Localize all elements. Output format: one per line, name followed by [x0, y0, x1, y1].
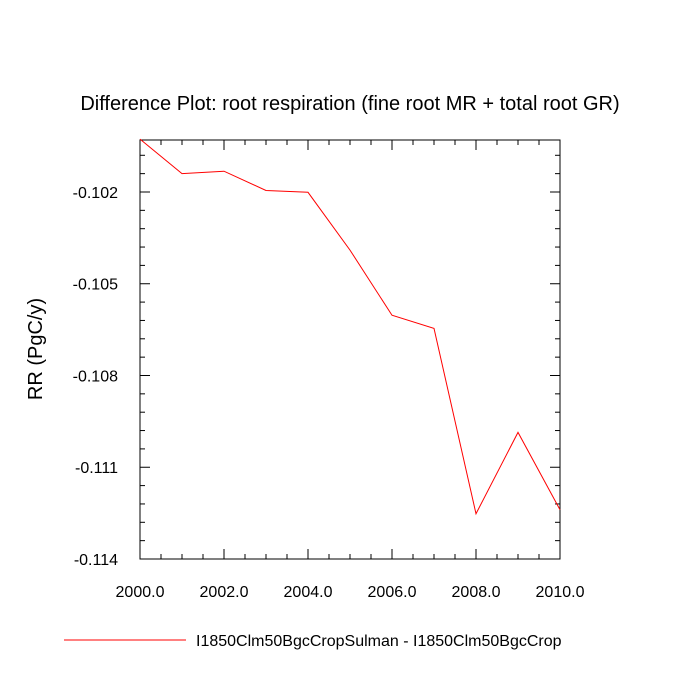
y-tick-label: -0.108	[73, 368, 118, 385]
legend: I1850Clm50BgcCropSulman - I1850Clm50BgcC…	[64, 633, 562, 650]
legend-label: I1850Clm50BgcCropSulman - I1850Clm50BgcC…	[196, 633, 562, 650]
x-tick-label: 2008.0	[452, 584, 501, 601]
x-tick-label: 2006.0	[368, 584, 417, 601]
y-tick-label: -0.111	[75, 460, 118, 477]
x-tick-label: 2004.0	[284, 584, 333, 601]
x-tick-label: 2000.0	[116, 584, 165, 601]
y-tick-label: -0.102	[73, 185, 118, 202]
series-line	[139, 138, 561, 516]
x-tick-label: 2010.0	[536, 584, 585, 601]
plot-area: 2000.0 2002.0 2004.0 2006.0 2008.0 2010.0 -0.1…	[73, 139, 585, 601]
chart-title: Difference Plot: root respiration (fine …	[80, 93, 619, 115]
y-axis-label: RR (PgC/y)	[25, 298, 47, 400]
series-group	[139, 138, 561, 516]
x-tick-label: 2002.0	[200, 584, 249, 601]
y-tick-label: -0.114	[74, 552, 118, 569]
y-tick-label: -0.105	[73, 277, 118, 294]
plot-frame	[139, 139, 561, 560]
